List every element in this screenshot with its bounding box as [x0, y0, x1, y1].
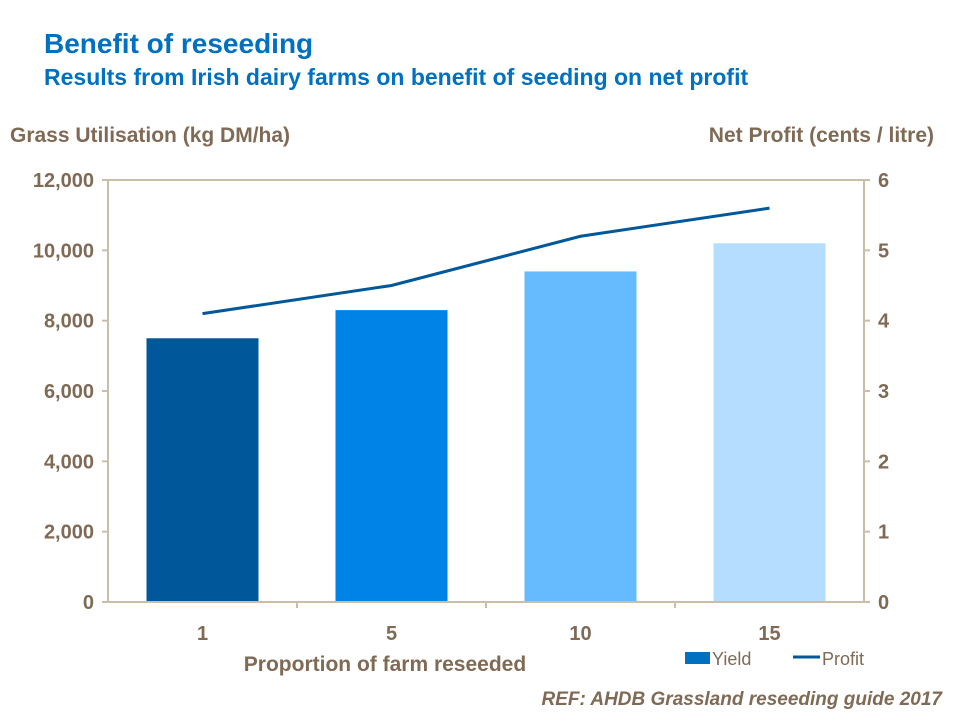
y2-tick-label: 1: [878, 522, 889, 544]
y2-tick-label: 4: [878, 311, 890, 333]
legend-profit-label: Profit: [822, 649, 864, 669]
bar-yield-1: [146, 338, 259, 602]
reference-note: REF: AHDB Grassland reseeding guide 2017: [541, 689, 942, 710]
y-tick-label: 4,000: [44, 451, 94, 473]
x-tick-label: 5: [386, 623, 397, 645]
y-tick-label: 12,000: [33, 170, 94, 192]
y-axis-label: Grass Utilisation (kg DM/ha): [10, 124, 291, 147]
y-tick-label: 2,000: [44, 522, 94, 544]
bar-yield-10: [524, 271, 637, 602]
y2-tick-label: 0: [878, 592, 889, 614]
y-tick-label: 0: [83, 592, 94, 614]
x-axis-label: Proportion of farm reseeded: [244, 653, 526, 676]
x-tick-label: 15: [758, 623, 780, 645]
y2-tick-label: 5: [878, 240, 889, 262]
chart-subtitle: Results from Irish dairy farms on benefi…: [44, 64, 749, 90]
legend-yield-label: Yield: [712, 649, 751, 669]
y2-tick-label: 2: [878, 451, 889, 473]
y2-tick-label: 6: [878, 170, 889, 192]
x-tick-label: 10: [569, 623, 591, 645]
chart-title: Benefit of reseeding: [44, 28, 314, 59]
bar-yield-5: [335, 310, 448, 602]
y-tick-label: 6,000: [44, 381, 94, 403]
y-tick-label: 8,000: [44, 311, 94, 333]
legend-yield-swatch: [685, 652, 710, 664]
y2-tick-label: 3: [878, 381, 889, 403]
y-tick-label: 10,000: [33, 240, 94, 262]
bar-yield-15: [713, 243, 826, 603]
x-tick-label: 1: [197, 623, 208, 645]
line-profit: [202, 206, 770, 316]
y2-axis-label: Net Profit (cents / litre): [708, 124, 934, 147]
